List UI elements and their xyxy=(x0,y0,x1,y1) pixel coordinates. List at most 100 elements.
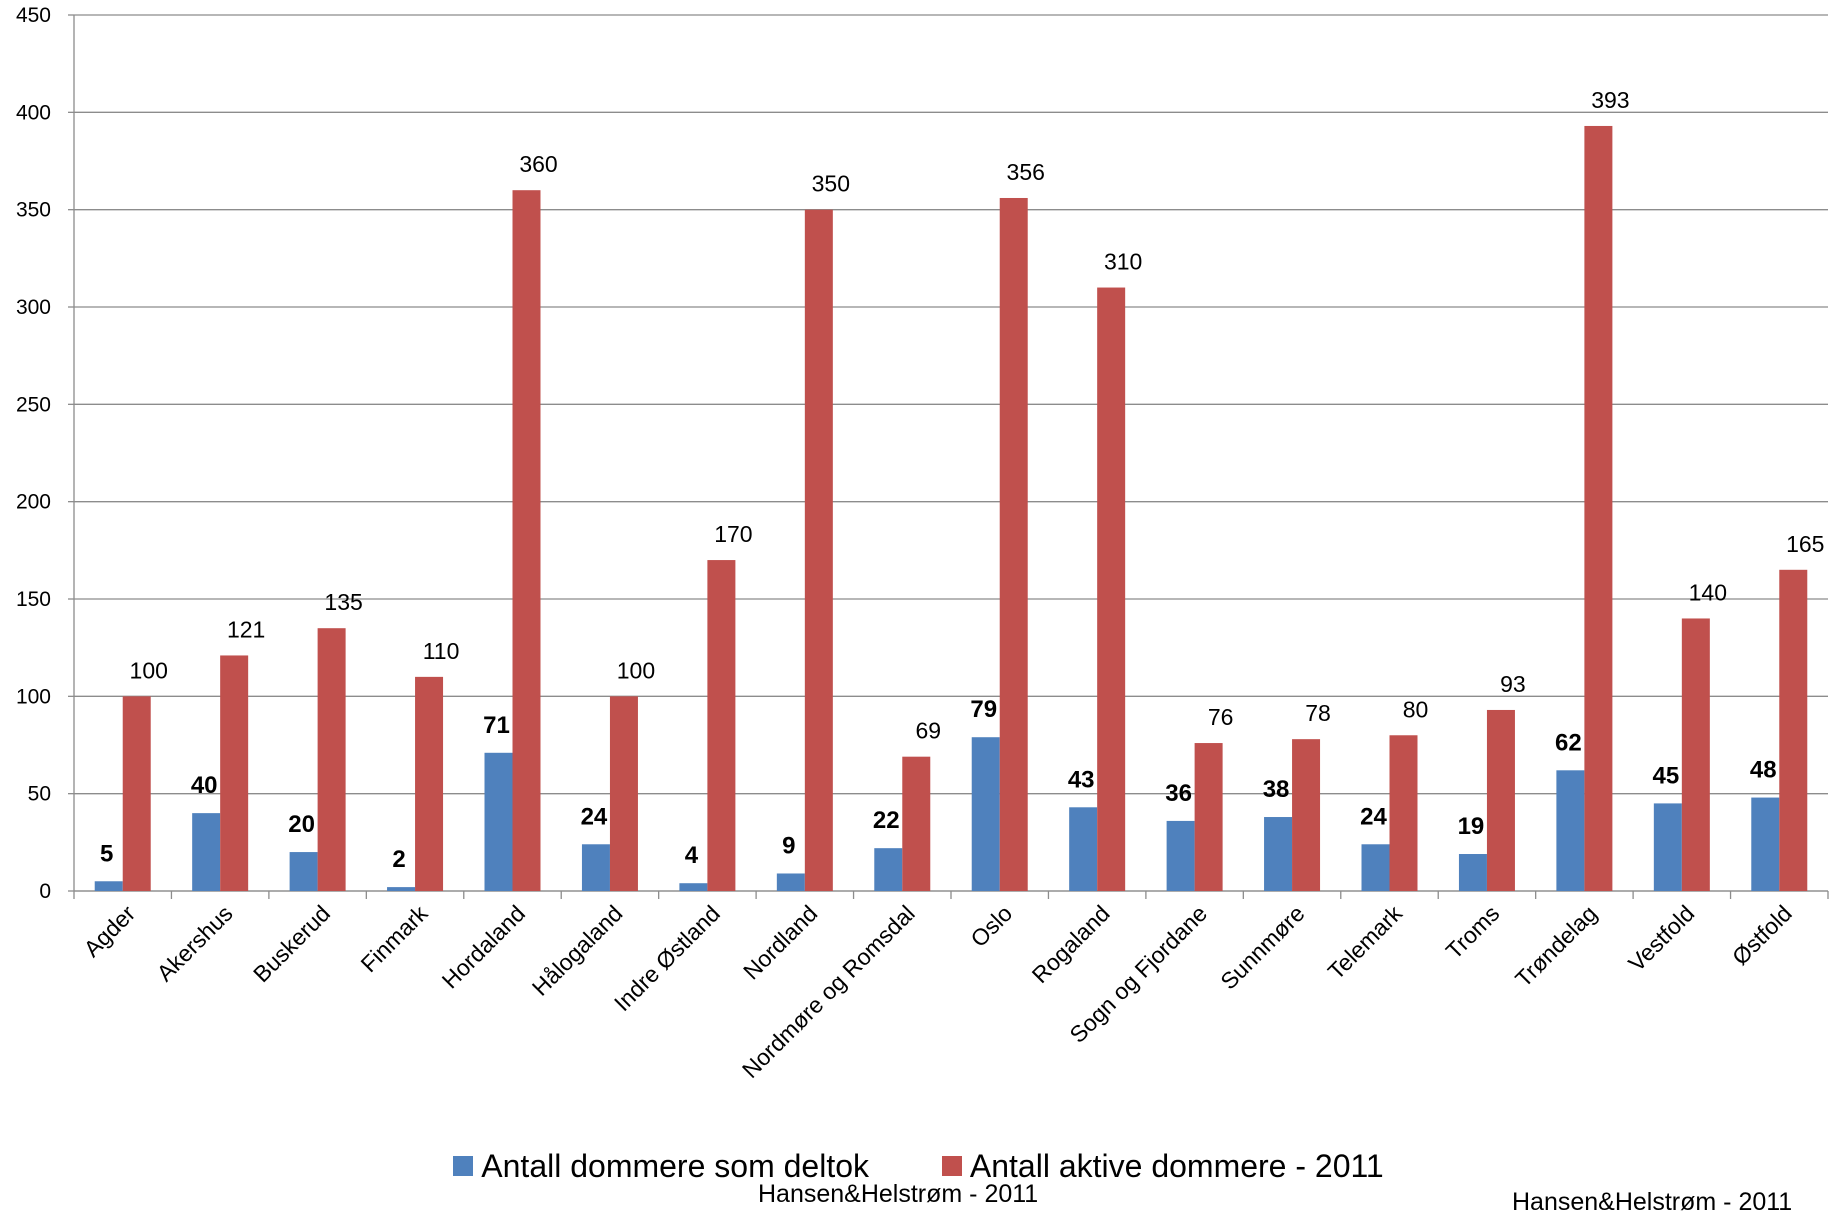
bar-series-2 xyxy=(804,209,833,891)
data-label-series-1: 24 xyxy=(581,803,608,830)
data-label-series-2: 310 xyxy=(1104,249,1142,275)
category-label: Trøndelag xyxy=(1510,900,1602,992)
legend-label-series-2: Antall aktive dommere - 2011 xyxy=(969,1148,1384,1184)
bar-series-1 xyxy=(192,813,221,891)
category-label: Sunnmøre xyxy=(1215,900,1309,994)
data-label-series-1: 45 xyxy=(1652,762,1679,789)
data-label-series-1: 38 xyxy=(1263,776,1290,803)
data-label-series-1: 2 xyxy=(392,846,405,873)
data-label-series-2: 110 xyxy=(423,638,460,664)
category-label: Akershus xyxy=(152,900,238,986)
bar-series-2 xyxy=(1097,287,1126,891)
bar-series-1 xyxy=(1653,803,1682,891)
data-label-series-1: 48 xyxy=(1750,757,1777,784)
bar-series-2 xyxy=(999,197,1028,891)
data-label-series-2: 121 xyxy=(227,616,265,642)
legend-item-series-2: Antall aktive dommere - 2011 xyxy=(941,1148,1384,1185)
legend-swatch-series-2 xyxy=(941,1156,962,1176)
bar-series-1 xyxy=(484,752,513,891)
bar-series-2 xyxy=(1584,125,1613,891)
data-label-series-2: 100 xyxy=(130,657,168,683)
data-label-series-1: 71 xyxy=(483,712,510,739)
bar-series-1 xyxy=(1264,817,1293,891)
bar-chart: 0 50 100 150 200 250 300 350 400 450 5 100 Agder 40 12… xyxy=(16,4,1829,1083)
y-tick-label: 150 xyxy=(16,588,51,611)
bar-series-1 xyxy=(581,844,610,891)
bar-series-1 xyxy=(679,883,708,891)
bar-series-1 xyxy=(1458,854,1487,891)
category-label: Nordland xyxy=(738,900,822,984)
bar-series-2 xyxy=(122,696,151,891)
legend: Antall dommere som deltok Antall aktive … xyxy=(0,1148,1837,1185)
data-label-series-1: 43 xyxy=(1068,766,1095,793)
data-label-series-2: 356 xyxy=(1007,159,1045,185)
category-label: Buskerud xyxy=(248,900,335,987)
bar-series-2 xyxy=(707,560,736,891)
data-label-series-2: 165 xyxy=(1786,531,1824,557)
category-label: Agder xyxy=(78,900,140,962)
data-label-series-2: 93 xyxy=(1500,671,1526,697)
bar-series-1 xyxy=(289,852,318,891)
y-tick-label: 100 xyxy=(16,685,51,708)
data-label-series-1: 4 xyxy=(685,842,699,869)
y-tick-label: 400 xyxy=(16,101,51,124)
bar-series-2 xyxy=(1292,739,1321,891)
y-tick-label: 250 xyxy=(16,393,51,416)
data-label-series-2: 360 xyxy=(519,151,557,177)
category-label: Vestfold xyxy=(1623,900,1699,976)
data-label-series-1: 20 xyxy=(288,811,315,838)
bar-series-2 xyxy=(512,190,541,891)
bar-series-2 xyxy=(902,756,931,891)
data-label-series-2: 393 xyxy=(1591,87,1629,113)
bar-series-1 xyxy=(776,873,805,891)
legend-label-series-1: Antall dommere som deltok xyxy=(481,1148,869,1184)
legend-item-series-1: Antall dommere som deltok xyxy=(453,1148,869,1185)
category-label: Østfold xyxy=(1727,900,1797,970)
bar-series-1 xyxy=(1361,844,1390,891)
bar-series-1 xyxy=(1751,797,1780,891)
data-label-series-2: 69 xyxy=(915,718,941,744)
data-label-series-1: 22 xyxy=(873,807,900,834)
category-label: Nordmøre og Romsdal xyxy=(737,900,920,1083)
data-label-series-2: 78 xyxy=(1305,700,1331,726)
bar-series-2 xyxy=(1486,709,1515,891)
y-tick-label: 450 xyxy=(16,4,51,27)
y-tick-label: 200 xyxy=(16,491,51,514)
data-label-series-1: 36 xyxy=(1165,780,1192,807)
y-tick-label: 350 xyxy=(16,199,51,222)
category-label: Troms xyxy=(1441,900,1505,964)
bar-series-1 xyxy=(874,848,903,891)
bar-series-2 xyxy=(1389,735,1418,891)
data-label-series-1: 5 xyxy=(100,840,113,867)
bar-series-2 xyxy=(1681,618,1710,891)
bar-series-1 xyxy=(1556,770,1585,891)
y-tick-label: 300 xyxy=(16,296,51,319)
data-label-series-2: 135 xyxy=(324,589,362,615)
data-label-series-1: 79 xyxy=(970,696,997,723)
category-label: Telemark xyxy=(1323,900,1408,985)
y-tick-label: 50 xyxy=(28,783,51,806)
data-label-series-2: 350 xyxy=(812,171,850,197)
legend-swatch-series-1 xyxy=(453,1156,474,1176)
bar-series-2 xyxy=(220,655,249,891)
bar-series-1 xyxy=(94,881,123,891)
category-label: Hålogaland xyxy=(527,900,628,1001)
category-label: Hordaland xyxy=(437,900,530,993)
bar-series-1 xyxy=(387,887,416,891)
bar-series-1 xyxy=(1069,807,1098,891)
data-label-series-2: 170 xyxy=(714,521,752,547)
data-label-series-1: 19 xyxy=(1458,813,1485,840)
bar-series-2 xyxy=(415,676,444,891)
y-tick-label: 0 xyxy=(39,880,51,903)
credit-right: Hansen&Helstrøm - 2011 xyxy=(1512,1188,1793,1216)
data-label-series-2: 140 xyxy=(1689,579,1727,605)
credit-center: Hansen&Helstrøm - 2011 xyxy=(758,1180,1039,1208)
bar-series-2 xyxy=(1194,743,1223,891)
category-label: Oslo xyxy=(965,900,1017,952)
bar-series-1 xyxy=(971,737,1000,891)
data-label-series-2: 100 xyxy=(617,657,655,683)
data-label-series-2: 76 xyxy=(1208,704,1234,730)
data-label-series-1: 40 xyxy=(191,772,218,799)
category-label: Rogaland xyxy=(1027,900,1115,988)
data-label-series-1: 62 xyxy=(1555,729,1582,756)
